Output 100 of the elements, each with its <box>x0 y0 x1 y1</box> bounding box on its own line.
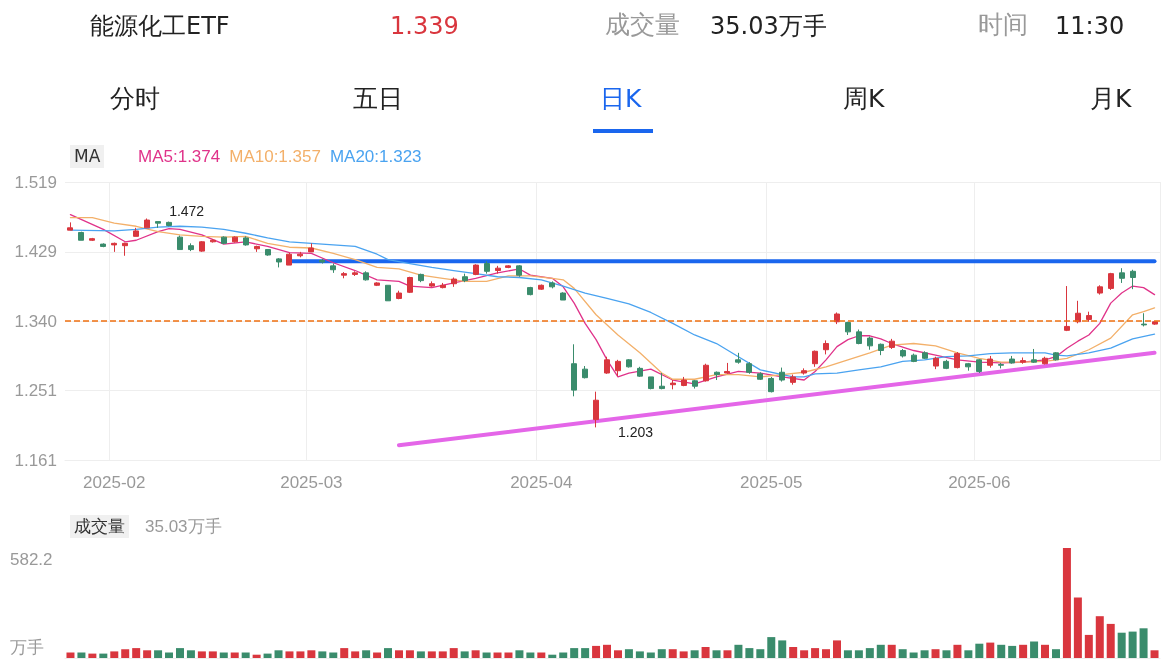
bar <box>471 650 480 658</box>
candlestick <box>560 291 566 301</box>
text: MA5:1.374 <box>138 147 221 166</box>
text: 成交量 <box>605 10 680 39</box>
chart-title: 成交量 <box>74 517 125 536</box>
candlestick <box>823 339 829 355</box>
annotation: 1.472 <box>169 203 205 220</box>
candlestick <box>615 359 621 377</box>
candlestick <box>111 242 117 253</box>
bar <box>1117 632 1126 658</box>
candlestick <box>659 372 665 390</box>
candlestick <box>801 367 807 376</box>
candlestick <box>341 271 347 279</box>
candlestick <box>834 311 840 325</box>
bar <box>778 640 787 658</box>
candlestick <box>527 286 533 296</box>
candlestick <box>670 379 676 390</box>
candlestick <box>100 242 106 248</box>
candlestick <box>78 231 84 241</box>
bar <box>767 637 776 658</box>
x-tick-label: 2025-03 <box>280 473 343 492</box>
candlestick <box>538 284 544 291</box>
text: MA20:1.323 <box>329 147 422 166</box>
candlestick <box>122 242 128 257</box>
bar <box>362 650 371 658</box>
candlestick <box>954 351 960 369</box>
bar <box>405 650 414 658</box>
candlestick <box>867 336 873 351</box>
candlestick <box>604 356 610 375</box>
candlestick <box>922 350 928 360</box>
candlestick <box>779 367 785 383</box>
bar <box>285 651 294 658</box>
bar <box>1106 623 1115 658</box>
bar <box>154 650 163 658</box>
text: 11:30 <box>1055 12 1125 40</box>
candlestick <box>352 270 358 277</box>
text: MA <box>70 145 105 168</box>
candlestick <box>790 374 796 386</box>
bar <box>953 644 962 658</box>
candlestick <box>199 240 205 253</box>
candlestick <box>188 242 194 252</box>
bar <box>263 653 272 658</box>
candlestick <box>297 251 303 258</box>
candlestick <box>911 353 917 363</box>
y-tick-label: 1.429 <box>14 242 57 262</box>
candlestick <box>703 363 709 383</box>
bar <box>843 650 852 658</box>
candlestick <box>473 263 479 276</box>
bar <box>219 652 228 658</box>
annotation: 1.203 <box>618 424 654 441</box>
bar <box>832 640 841 658</box>
candlestick <box>1053 351 1059 362</box>
bar <box>329 652 338 658</box>
bar <box>898 649 907 658</box>
bar <box>1041 644 1050 658</box>
candlestick <box>1141 312 1147 327</box>
candlestick <box>626 358 632 369</box>
candlestick <box>374 281 380 287</box>
bar <box>603 644 612 658</box>
bar <box>854 650 863 658</box>
bar <box>581 648 590 658</box>
bar <box>865 648 874 658</box>
bar <box>822 649 831 658</box>
candlestick <box>166 221 172 227</box>
bar <box>570 648 579 658</box>
bar <box>230 652 239 658</box>
bar <box>252 654 261 658</box>
candlestick <box>681 376 687 387</box>
candlestick <box>462 273 468 283</box>
bar <box>515 650 524 658</box>
x-tick-label: 2025-05 <box>740 473 803 492</box>
candlestick <box>714 370 720 381</box>
candlestick <box>933 356 939 370</box>
bar <box>1008 645 1017 658</box>
candlestick <box>1009 355 1015 365</box>
chart-title: 能源化工ETF <box>90 12 230 40</box>
text: 月K <box>1090 84 1132 113</box>
candlestick <box>757 371 763 381</box>
y-tick-label: 1.340 <box>14 311 57 331</box>
bar <box>318 651 327 658</box>
candlestick <box>385 284 391 302</box>
bar <box>1128 631 1137 658</box>
bar <box>997 644 1006 658</box>
candlestick <box>407 276 413 294</box>
bar <box>384 648 393 658</box>
candlestick <box>89 237 95 242</box>
bar <box>1084 634 1093 658</box>
chart-subtitle: 35.03万手 <box>145 517 222 536</box>
y-tick-label: 1.519 <box>14 172 57 192</box>
y-tick-label: 1.161 <box>14 450 57 470</box>
bar <box>99 653 108 658</box>
candlestick <box>768 376 774 393</box>
bar <box>493 652 502 658</box>
candlestick <box>1064 285 1070 332</box>
bar <box>789 647 798 658</box>
text: 分时 <box>110 84 160 113</box>
bar <box>624 649 633 658</box>
bar <box>110 651 119 658</box>
bar <box>657 649 666 658</box>
candlestick <box>1042 356 1048 365</box>
